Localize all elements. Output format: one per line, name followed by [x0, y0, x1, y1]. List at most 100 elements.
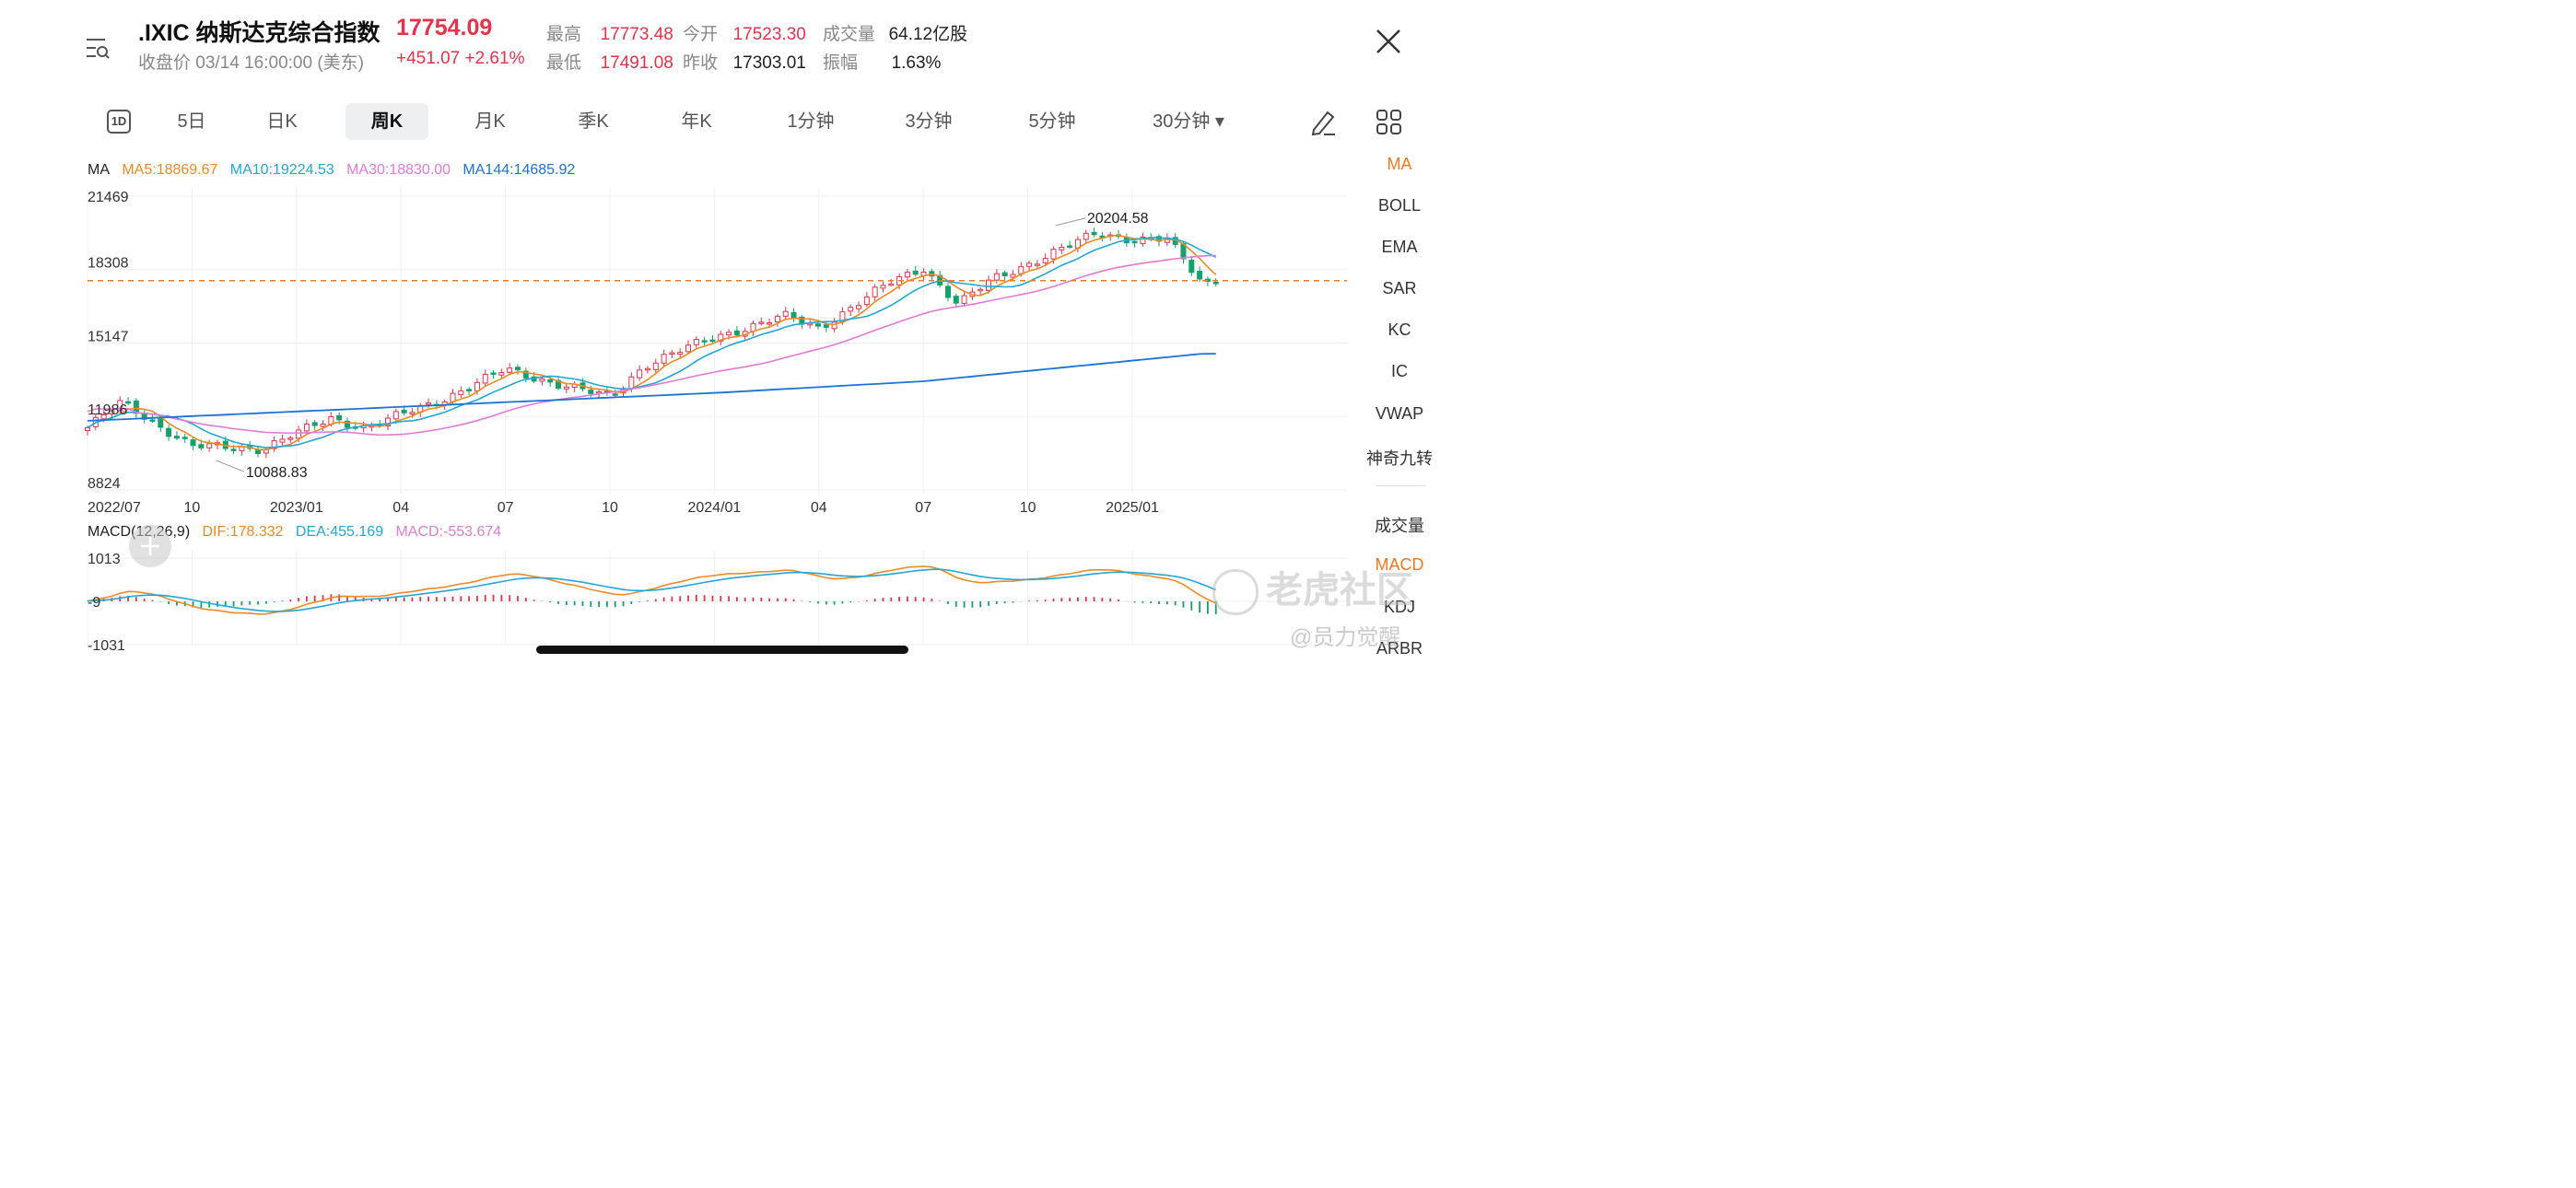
side-arbr[interactable]: ARBR: [1376, 639, 1423, 658]
tab-weekly[interactable]: 周K: [345, 103, 428, 140]
ma-legend-title: MA: [88, 162, 110, 178]
ma-legend: MA MA5:18869.67 MA10:19224.53 MA30:18830…: [88, 162, 575, 179]
candle-body: [563, 386, 569, 390]
side-ema[interactable]: EMA: [1381, 238, 1418, 256]
candle-body: [1131, 240, 1138, 244]
kline-chart[interactable]: 21469 18308 15147 11986 8824 2022/07 10 2023/01…: [0, 0, 1445, 666]
candle-body: [1091, 231, 1097, 236]
candle-body: [125, 401, 132, 404]
high-annotation: 20204.58: [1087, 211, 1149, 227]
stat-amplitude: 振幅 1.63%: [823, 53, 942, 73]
candle-body: [831, 321, 837, 330]
side-td9[interactable]: 神奇九转: [1366, 449, 1433, 468]
y-tick-label: 8824: [88, 476, 121, 492]
watermark-brand: 老虎社区: [1212, 560, 1413, 616]
side-ma[interactable]: MA: [1387, 155, 1412, 173]
candle-body: [466, 389, 473, 391]
candle-body: [1050, 249, 1057, 260]
tab-quarterly[interactable]: 季K: [578, 111, 609, 132]
candle-body: [1083, 232, 1089, 240]
candle-body: [426, 402, 432, 405]
candle-body: [637, 369, 643, 379]
candle-body: [1018, 266, 1025, 274]
candle-body: [100, 413, 107, 420]
side-macd[interactable]: MACD: [1375, 555, 1424, 574]
side-vwap[interactable]: VWAP: [1375, 404, 1424, 423]
sidebar-divider: [1376, 485, 1426, 486]
tab-monthly[interactable]: 月K: [474, 111, 506, 132]
menu-icon[interactable]: [85, 35, 111, 61]
stat-high: 最高 17773.48: [546, 25, 673, 44]
candle-body: [547, 379, 554, 383]
tab-3min[interactable]: 3分钟: [905, 111, 953, 132]
low-annotation: 10088.83: [246, 465, 308, 481]
candle-body: [303, 423, 310, 432]
grid-icon[interactable]: [1376, 109, 1403, 136]
ma30-value: MA30:18830.00: [346, 162, 451, 178]
x-tick-label: 2022/07: [88, 500, 141, 516]
candle-body: [392, 411, 399, 420]
candle-body: [320, 423, 326, 427]
add-indicator-button[interactable]: [129, 525, 171, 567]
side-sar[interactable]: SAR: [1382, 279, 1417, 297]
candle-body: [230, 448, 237, 451]
candle-body: [693, 339, 699, 345]
candle-body: [490, 372, 497, 375]
candle-body: [1059, 246, 1065, 250]
candle-body: [190, 439, 196, 447]
candle-body: [912, 270, 919, 275]
side-kdj[interactable]: KDJ: [1383, 598, 1415, 616]
ma5-line: [87, 234, 1217, 451]
candle-body: [198, 444, 205, 448]
candle-body: [206, 443, 213, 448]
candle-body: [701, 340, 708, 343]
candle-body: [133, 400, 139, 414]
tab-yearly[interactable]: 年K: [681, 111, 712, 132]
side-ic[interactable]: IC: [1391, 362, 1408, 380]
candle-body: [458, 390, 464, 395]
candle-body: [1212, 281, 1219, 285]
tab-30min[interactable]: 30分钟 ▾: [1153, 111, 1224, 132]
candle-body: [522, 370, 529, 379]
x-tick-label: 2023/01: [270, 500, 323, 516]
home-indicator: [536, 646, 908, 654]
tab-5min[interactable]: 5分钟: [1028, 111, 1076, 132]
pencil-icon[interactable]: [1309, 107, 1337, 136]
stock-name: .IXIC 纳斯达克综合指数: [138, 20, 381, 46]
candle-body: [685, 344, 692, 353]
candle-body: [677, 352, 684, 355]
price-change: +451.07 +2.61%: [396, 49, 525, 68]
candle-body: [117, 400, 123, 412]
macd-legend: MACD(12,26,9) DIF:178.332 DEA:455.169 MA…: [88, 524, 501, 541]
candle-body: [661, 354, 667, 364]
candle-body: [1140, 237, 1146, 245]
candle-body: [669, 352, 675, 355]
dea-line: [87, 568, 1217, 612]
candle-body: [944, 285, 951, 298]
candle-body: [498, 372, 505, 376]
candle-body: [1067, 245, 1073, 248]
candle-body: [149, 419, 156, 422]
candle-body: [158, 418, 164, 428]
candle-body: [644, 367, 650, 371]
stat-prev-close: 昨收 17303.01: [683, 53, 806, 73]
side-boll[interactable]: BOLL: [1377, 196, 1422, 215]
candle-body: [767, 322, 773, 325]
tab-5d[interactable]: 5日: [177, 111, 206, 132]
candle-body: [173, 436, 180, 439]
side-volume[interactable]: 成交量: [1375, 517, 1424, 535]
low-marker-line: [216, 460, 245, 472]
side-kc[interactable]: KC: [1388, 320, 1411, 339]
candle-body: [239, 446, 245, 451]
candle-body: [823, 324, 829, 328]
close-icon[interactable]: [1375, 28, 1402, 55]
candle-body: [961, 295, 967, 304]
dif-value: DIF:178.332: [202, 524, 284, 540]
candle-body: [336, 414, 343, 421]
tab-1min[interactable]: 1分钟: [787, 111, 835, 132]
period-1d-icon[interactable]: 1D: [107, 110, 131, 134]
ma10-line: [87, 237, 1217, 448]
tab-daily[interactable]: 日K: [266, 111, 298, 132]
candle-body: [774, 316, 780, 323]
candle-body: [1010, 274, 1016, 278]
